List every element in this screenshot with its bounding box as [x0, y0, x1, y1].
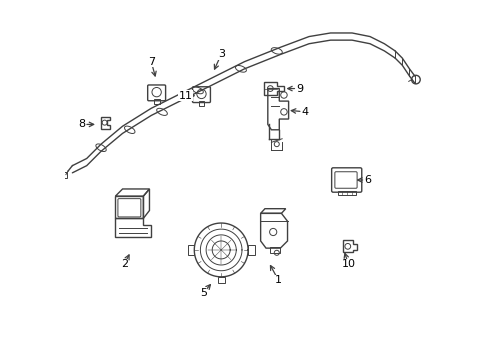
Text: 4: 4 [301, 107, 308, 117]
Bar [187, 244, 194, 255]
Bar [217, 277, 224, 283]
Text: 7: 7 [147, 57, 155, 67]
Bar [62, 172, 67, 178]
Text: 3: 3 [217, 49, 224, 59]
Bar [337, 191, 355, 195]
Text: 11: 11 [178, 91, 192, 101]
Text: 2: 2 [121, 259, 128, 269]
Text: 9: 9 [296, 84, 303, 94]
Text: 5: 5 [200, 288, 206, 298]
Text: 6: 6 [364, 175, 371, 185]
Bar [247, 244, 254, 255]
Text: 8: 8 [78, 120, 85, 129]
Bar [269, 247, 280, 253]
Bar [153, 99, 159, 104]
Bar [198, 101, 204, 106]
Text: 1: 1 [275, 275, 282, 285]
Text: 10: 10 [341, 259, 355, 269]
